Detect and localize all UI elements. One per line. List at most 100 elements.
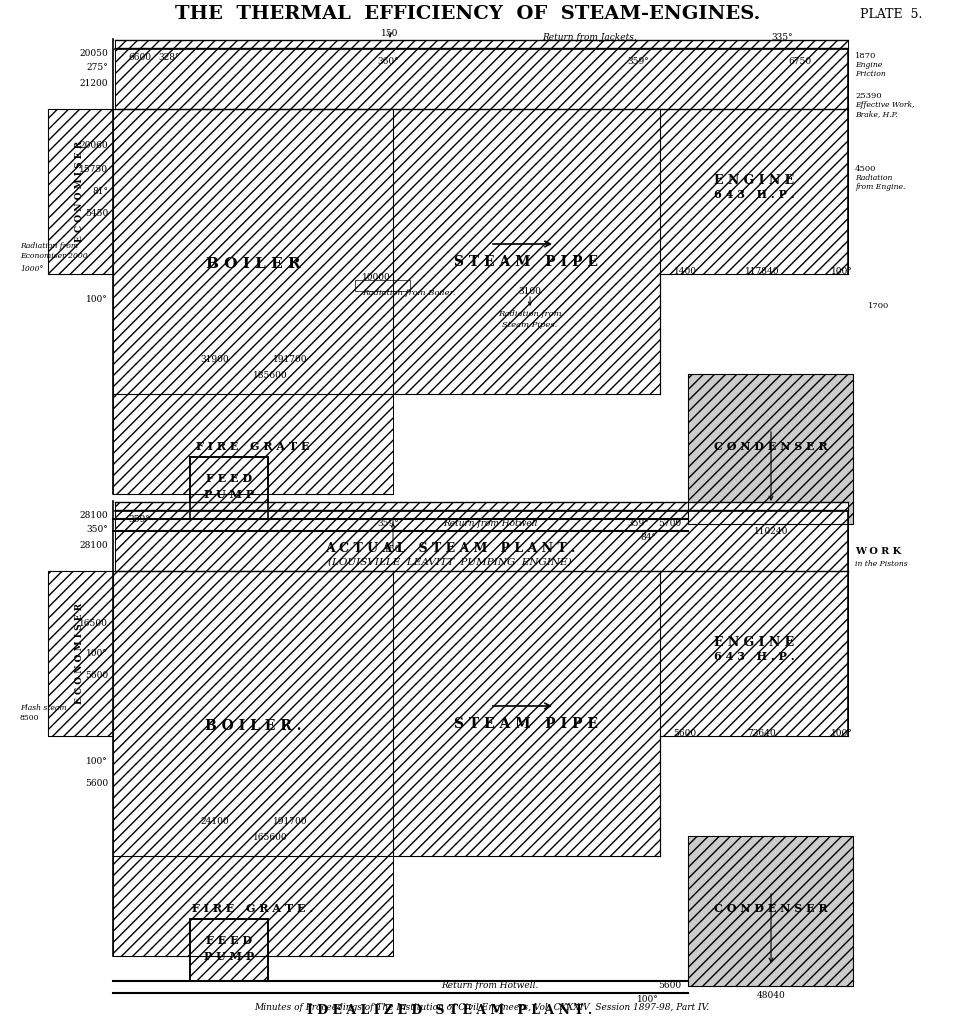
Text: 191700: 191700 bbox=[273, 354, 308, 364]
Text: B O I L E R .: B O I L E R . bbox=[204, 719, 301, 733]
Bar bbox=[688, 374, 853, 524]
Text: Return from Hotwell: Return from Hotwell bbox=[442, 519, 537, 528]
Text: 73640: 73640 bbox=[748, 728, 776, 737]
Text: 84°: 84° bbox=[640, 534, 656, 543]
Text: 110240: 110240 bbox=[754, 526, 789, 536]
Text: 165600: 165600 bbox=[253, 834, 287, 843]
Text: 4500: 4500 bbox=[855, 165, 876, 173]
Text: Radiation: Radiation bbox=[855, 174, 893, 182]
Text: Brake, H.P.: Brake, H.P. bbox=[855, 110, 897, 118]
Text: S T E A M   P I P E: S T E A M P I P E bbox=[454, 717, 598, 731]
Text: 16500: 16500 bbox=[79, 620, 108, 629]
Text: 359°: 359° bbox=[128, 515, 149, 524]
Text: 25390: 25390 bbox=[855, 92, 882, 100]
Bar bbox=[688, 374, 853, 524]
Text: in the Pistons: in the Pistons bbox=[855, 560, 908, 568]
Text: W O R K: W O R K bbox=[855, 547, 901, 555]
Text: 350°: 350° bbox=[86, 524, 108, 534]
Bar bbox=[48, 571, 113, 736]
Text: 117840: 117840 bbox=[745, 266, 779, 275]
Text: S T E A M   P I P E: S T E A M P I P E bbox=[454, 255, 598, 269]
Text: THE  THERMAL  EFFICIENCY  OF  STEAM-ENGINES.: THE THERMAL EFFICIENCY OF STEAM-ENGINES. bbox=[175, 5, 761, 23]
Text: Steam Pipes.: Steam Pipes. bbox=[502, 321, 557, 329]
Text: 10000: 10000 bbox=[362, 273, 390, 283]
Bar bbox=[115, 510, 848, 571]
Text: 21200: 21200 bbox=[79, 80, 108, 88]
Text: 185600: 185600 bbox=[253, 372, 287, 381]
Bar bbox=[115, 40, 848, 48]
Bar bbox=[688, 836, 853, 986]
Text: 360°: 360° bbox=[377, 56, 399, 66]
Text: 6600: 6600 bbox=[128, 53, 151, 62]
Text: 359°: 359° bbox=[628, 56, 649, 66]
Text: F I R E   G R A T E .: F I R E G R A T E . bbox=[193, 903, 313, 914]
Text: 1870: 1870 bbox=[855, 52, 876, 60]
Text: 1000°: 1000° bbox=[20, 265, 43, 273]
Text: Minutes of Proceedings of The Institution of Civil Engineers, Vol: CXXXIV  Sessi: Minutes of Proceedings of The Institutio… bbox=[254, 1004, 710, 1013]
Text: PLATE  5.: PLATE 5. bbox=[860, 7, 922, 20]
Bar bbox=[190, 919, 268, 981]
Text: 100°: 100° bbox=[637, 995, 658, 1005]
Text: 48040: 48040 bbox=[757, 991, 786, 1000]
Bar bbox=[355, 280, 410, 291]
Text: Friction: Friction bbox=[855, 70, 886, 78]
Text: P U M P: P U M P bbox=[204, 950, 254, 962]
Bar bbox=[688, 836, 853, 986]
Bar bbox=[113, 109, 393, 394]
Text: 150: 150 bbox=[382, 29, 399, 38]
Text: Return from Hotwell.: Return from Hotwell. bbox=[442, 981, 539, 990]
Text: 150: 150 bbox=[385, 546, 402, 555]
Text: 8500: 8500 bbox=[20, 714, 40, 722]
Text: 191700: 191700 bbox=[273, 816, 308, 825]
Text: E N G I N E: E N G I N E bbox=[714, 637, 794, 649]
Bar bbox=[48, 109, 113, 274]
Bar bbox=[190, 919, 268, 981]
Text: 24100: 24100 bbox=[201, 816, 229, 825]
Bar bbox=[660, 571, 848, 736]
Bar bbox=[48, 109, 113, 274]
Text: Radiation from Boiler.: Radiation from Boiler. bbox=[362, 289, 455, 297]
Text: Economiser 2000: Economiser 2000 bbox=[20, 252, 88, 260]
Text: Radiation from: Radiation from bbox=[20, 242, 78, 250]
Text: 28100: 28100 bbox=[79, 511, 108, 519]
Text: 5700: 5700 bbox=[658, 519, 682, 528]
Text: Engine: Engine bbox=[855, 61, 882, 69]
Text: 6750: 6750 bbox=[789, 56, 812, 66]
Text: C O N D E N S E R: C O N D E N S E R bbox=[714, 440, 828, 452]
Bar bbox=[393, 109, 660, 394]
Text: 100°: 100° bbox=[831, 728, 853, 737]
Text: 100°: 100° bbox=[831, 266, 853, 275]
Bar bbox=[113, 394, 393, 494]
Text: 359°: 359° bbox=[628, 518, 649, 527]
Bar bbox=[113, 856, 393, 956]
Text: A C T U A L   S T E A M   P L A N T .: A C T U A L S T E A M P L A N T . bbox=[325, 542, 576, 555]
Text: 275°: 275° bbox=[86, 62, 108, 72]
Text: 31900: 31900 bbox=[201, 354, 229, 364]
Text: (LOUISVILLE  LEAVITT  PUMPING  ENGINE): (LOUISVILLE LEAVITT PUMPING ENGINE) bbox=[328, 557, 572, 566]
Text: 100°: 100° bbox=[86, 648, 108, 657]
Text: 5600: 5600 bbox=[85, 778, 108, 787]
Text: 5600: 5600 bbox=[658, 981, 682, 990]
Text: Radiation from: Radiation from bbox=[498, 310, 562, 318]
Bar bbox=[115, 48, 848, 109]
Text: Effective Work,: Effective Work, bbox=[855, 101, 915, 109]
Text: 3100: 3100 bbox=[519, 287, 542, 296]
Text: 5600: 5600 bbox=[85, 672, 108, 681]
Text: I D E A L I Z E D   S T E A M   P L A N T .: I D E A L I Z E D S T E A M P L A N T . bbox=[308, 1004, 593, 1017]
Text: 6 4 3   H . P .: 6 4 3 H . P . bbox=[713, 651, 794, 663]
Bar bbox=[393, 571, 660, 856]
Text: 6 4 3   H . P .: 6 4 3 H . P . bbox=[713, 189, 794, 201]
Text: B O I L E R: B O I L E R bbox=[205, 257, 301, 271]
Text: 1400: 1400 bbox=[674, 266, 697, 275]
Bar bbox=[113, 571, 393, 856]
Text: 15750: 15750 bbox=[79, 165, 108, 173]
Text: 100°: 100° bbox=[86, 757, 108, 766]
Text: F E E D: F E E D bbox=[206, 472, 252, 483]
Bar bbox=[190, 457, 268, 519]
Text: 81°: 81° bbox=[92, 186, 108, 196]
Text: F I R E   G R A T E: F I R E G R A T E bbox=[197, 441, 309, 453]
Text: P U M P: P U M P bbox=[204, 488, 254, 500]
Text: 5450: 5450 bbox=[85, 210, 108, 218]
Text: 328°: 328° bbox=[158, 53, 179, 62]
Text: F E E D: F E E D bbox=[206, 935, 252, 945]
